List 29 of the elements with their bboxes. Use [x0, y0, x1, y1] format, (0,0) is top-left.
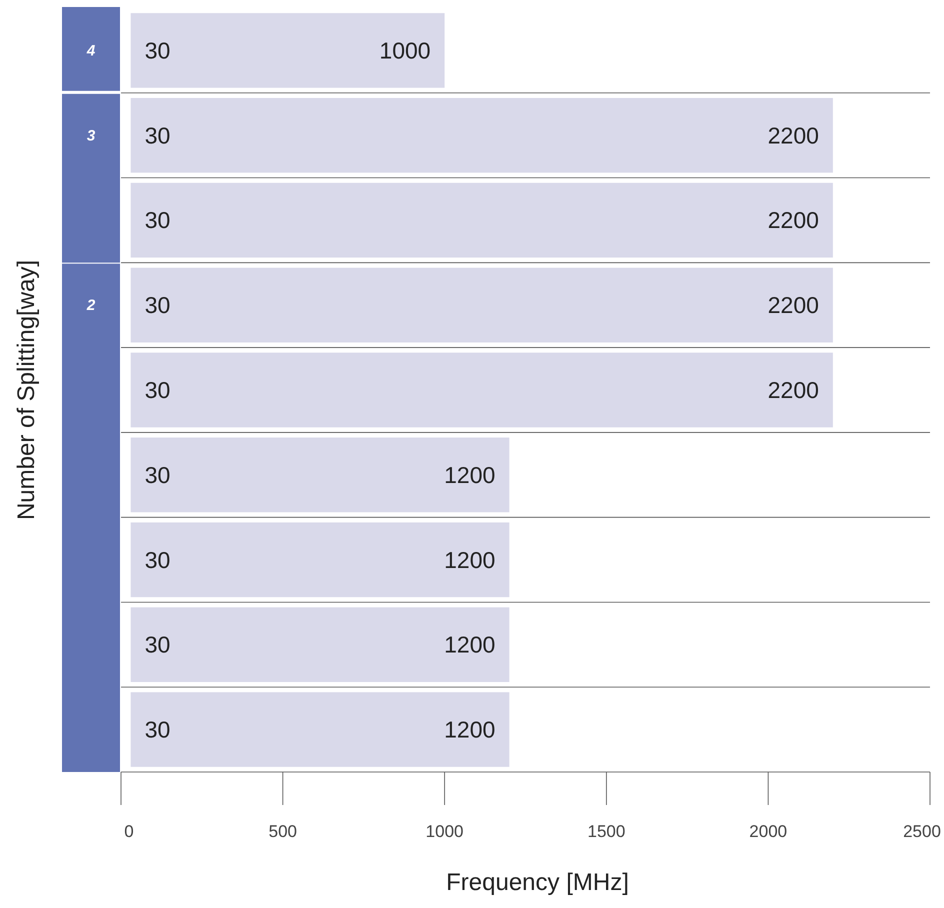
- annotation: 2200: [768, 207, 819, 234]
- annotation: 1000: [379, 37, 431, 64]
- x-tick-label: 1000: [426, 822, 464, 841]
- annotation: 30: [144, 292, 170, 318]
- annotation: 30: [144, 122, 170, 148]
- annotation: 30: [144, 462, 170, 488]
- annotation: 30: [144, 207, 170, 234]
- annotation: 30: [144, 37, 170, 64]
- annotation: 30: [144, 377, 170, 403]
- annotation: 1200: [444, 546, 496, 573]
- x-tick-label: 2000: [749, 822, 788, 841]
- annotation: 2200: [768, 292, 819, 318]
- annotation: 30: [144, 716, 170, 743]
- annotation: 30: [144, 546, 170, 573]
- y-axis-title: Number of Splitting[way]: [13, 260, 40, 520]
- annotation: 1200: [444, 462, 496, 488]
- x-tick-label: 0: [124, 822, 134, 841]
- annotation: 1200: [444, 632, 496, 658]
- y-tick-label: 2: [86, 297, 96, 314]
- y-tick-label: 3: [86, 127, 96, 144]
- x-tick-label: 1500: [587, 822, 626, 841]
- x-axis-title: Frequency [MHz]: [446, 869, 629, 896]
- annotation: 1200: [444, 716, 496, 743]
- annotation: 2200: [768, 122, 819, 148]
- annotation: 30: [144, 632, 170, 658]
- x-tick-label: 500: [268, 822, 297, 841]
- x-tick-label: 2500: [903, 822, 941, 841]
- y-tick-label: 4: [86, 42, 96, 60]
- annotation: 2200: [768, 377, 819, 403]
